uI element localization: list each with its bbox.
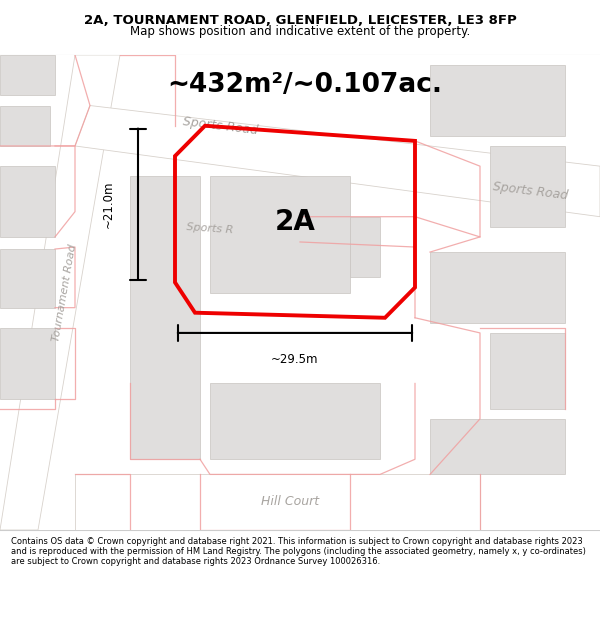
- Text: Sports Road: Sports Road: [491, 181, 568, 203]
- Text: ~29.5m: ~29.5m: [271, 353, 319, 366]
- Polygon shape: [430, 65, 565, 136]
- Text: Contains OS data © Crown copyright and database right 2021. This information is : Contains OS data © Crown copyright and d…: [11, 537, 586, 566]
- Text: 2A, TOURNAMENT ROAD, GLENFIELD, LEICESTER, LE3 8FP: 2A, TOURNAMENT ROAD, GLENFIELD, LEICESTE…: [83, 14, 517, 27]
- Polygon shape: [490, 146, 565, 227]
- Text: Sports R: Sports R: [186, 222, 234, 236]
- Polygon shape: [210, 384, 380, 459]
- Polygon shape: [0, 249, 55, 308]
- Polygon shape: [75, 474, 480, 530]
- Text: Tournament Road: Tournament Road: [52, 243, 79, 342]
- Polygon shape: [430, 252, 565, 323]
- Polygon shape: [0, 166, 55, 237]
- Text: Hill Court: Hill Court: [261, 495, 319, 508]
- Polygon shape: [0, 55, 55, 96]
- Polygon shape: [0, 55, 120, 530]
- Text: ~21.0m: ~21.0m: [102, 181, 115, 228]
- Polygon shape: [430, 419, 565, 474]
- Polygon shape: [0, 106, 50, 146]
- Polygon shape: [210, 176, 350, 292]
- Polygon shape: [350, 217, 380, 278]
- Text: Sports Road: Sports Road: [182, 114, 259, 137]
- Polygon shape: [490, 333, 565, 409]
- Text: Map shows position and indicative extent of the property.: Map shows position and indicative extent…: [130, 26, 470, 39]
- Text: 2A: 2A: [275, 208, 316, 236]
- Polygon shape: [0, 328, 55, 399]
- Text: ~432m²/~0.107ac.: ~432m²/~0.107ac.: [167, 72, 443, 98]
- Polygon shape: [130, 176, 200, 459]
- Polygon shape: [75, 106, 600, 217]
